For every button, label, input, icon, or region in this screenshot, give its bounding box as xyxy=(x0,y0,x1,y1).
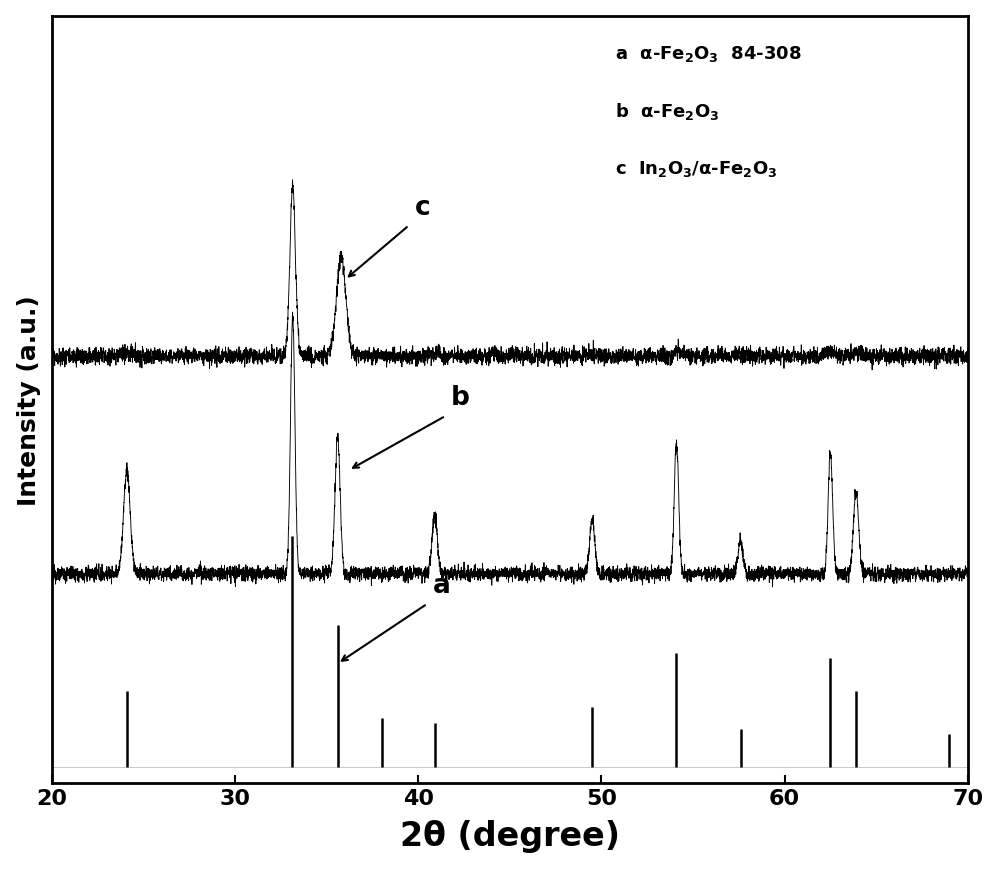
X-axis label: 2θ (degree): 2θ (degree) xyxy=(400,819,620,852)
Text: $\mathbf{a}$  $\mathbf{\alpha}$-Fe$_\mathbf{2}$O$_\mathbf{3}$  84-308: $\mathbf{a}$ $\mathbf{\alpha}$-Fe$_\math… xyxy=(615,43,802,63)
Text: $\mathbf{c}$  In$_\mathbf{2}$O$_\mathbf{3}$/$\mathbf{\alpha}$-Fe$_\mathbf{2}$O$_: $\mathbf{c}$ In$_\mathbf{2}$O$_\mathbf{3… xyxy=(615,158,778,178)
Text: b: b xyxy=(451,385,470,411)
Text: a: a xyxy=(433,573,451,599)
Y-axis label: Intensity (a.u.): Intensity (a.u.) xyxy=(17,295,41,505)
Text: c: c xyxy=(415,195,430,221)
Text: $\mathbf{b}$  $\mathbf{\alpha}$-Fe$_\mathbf{2}$O$_\mathbf{3}$: $\mathbf{b}$ $\mathbf{\alpha}$-Fe$_\math… xyxy=(615,101,720,122)
